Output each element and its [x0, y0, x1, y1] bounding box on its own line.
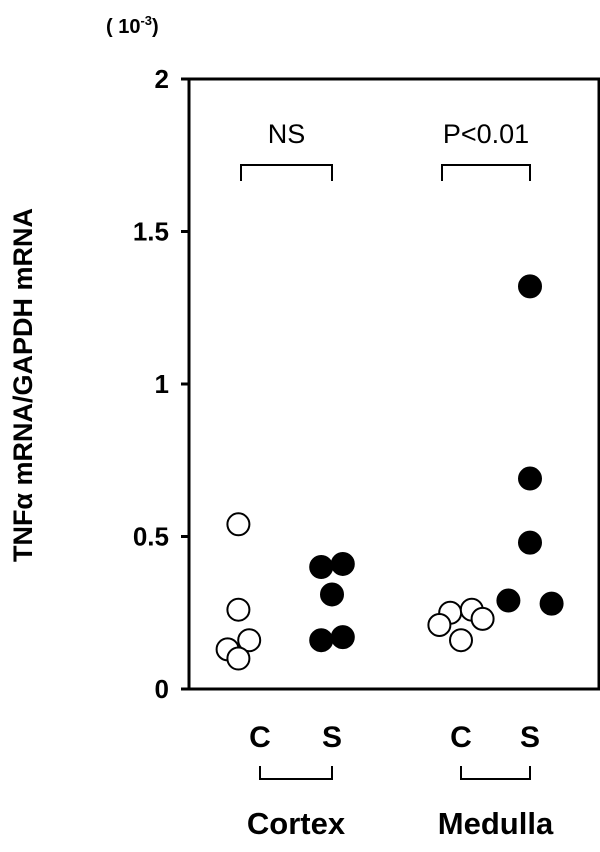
significance-label: P<0.01	[443, 119, 529, 149]
group-label: Medulla	[438, 806, 554, 841]
condition-label: S	[520, 721, 540, 754]
y-axis-ticks: 0 0.5 1 1.5 2	[133, 64, 189, 704]
y-tick-label: 0	[155, 674, 169, 704]
y-tick-label: 0.5	[133, 522, 169, 552]
data-point	[309, 628, 334, 653]
data-point	[237, 628, 262, 653]
data-point	[226, 512, 251, 537]
group-label: Cortex	[247, 806, 346, 841]
plot-frame	[187, 77, 600, 691]
group-bracket	[460, 766, 531, 780]
data-points	[215, 274, 564, 671]
condition-label: S	[322, 721, 342, 754]
x-axis-labels: Cortex C S Medulla C S	[247, 721, 554, 841]
data-point	[496, 588, 521, 613]
data-point	[309, 555, 334, 579]
y-tick-label: 2	[155, 64, 169, 94]
data-point	[470, 606, 495, 631]
data-point	[226, 646, 251, 671]
data-point	[539, 591, 564, 616]
group-bracket	[259, 766, 333, 780]
significance-bracket	[441, 164, 531, 181]
data-point	[518, 274, 542, 299]
y-multiplier: ( 10-3)	[106, 13, 159, 38]
y-axis-label: TNFα mRNA/GAPDH mRNA	[8, 208, 38, 562]
data-point	[320, 582, 344, 607]
condition-label: C	[249, 721, 271, 754]
comparison-brackets: NS P<0.01	[240, 119, 531, 780]
data-point	[518, 466, 542, 491]
data-point	[449, 628, 473, 653]
data-point	[330, 625, 355, 650]
data-point	[226, 597, 251, 622]
data-point	[330, 551, 355, 576]
condition-label: C	[450, 721, 472, 754]
significance-bracket	[240, 164, 333, 181]
significance-label: NS	[268, 119, 306, 149]
y-tick-label: 1	[155, 369, 169, 399]
data-point	[518, 530, 542, 555]
y-tick-label: 1.5	[133, 217, 169, 247]
data-point	[427, 612, 452, 637]
